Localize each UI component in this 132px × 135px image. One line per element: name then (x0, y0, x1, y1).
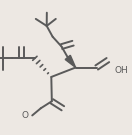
Text: O: O (22, 111, 29, 120)
Polygon shape (65, 55, 76, 68)
Text: OH: OH (114, 66, 128, 75)
